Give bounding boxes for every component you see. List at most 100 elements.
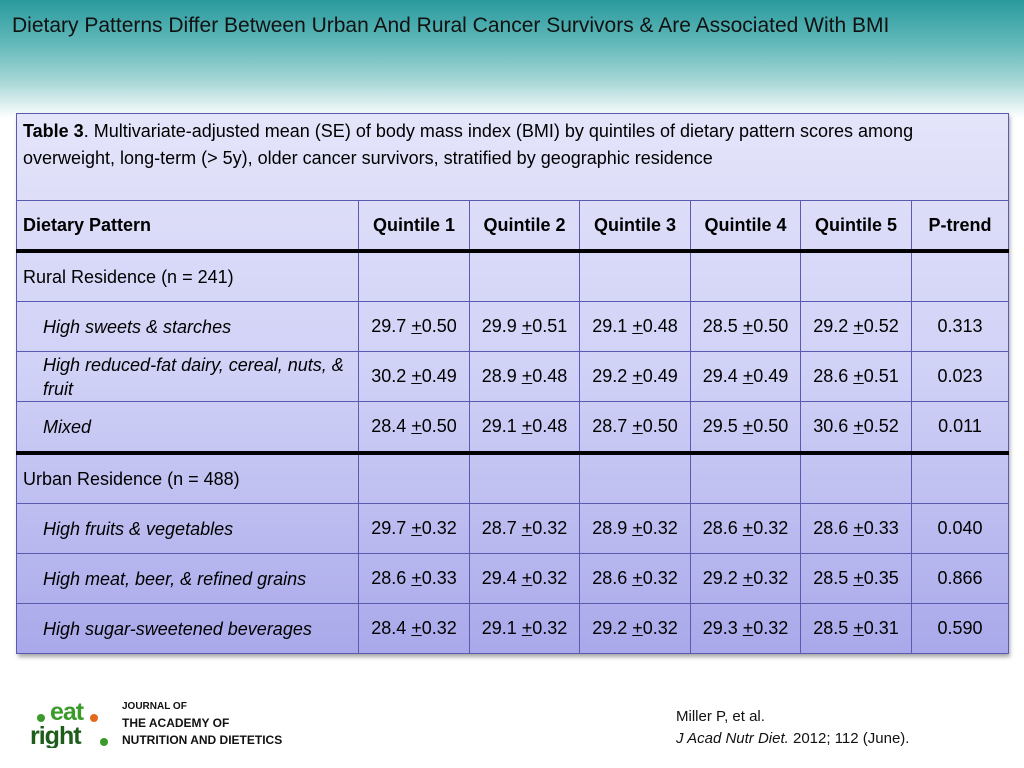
- bmi-cell: 28.6 +0.32: [690, 503, 801, 554]
- bmi-se: 0.48: [532, 366, 568, 386]
- bmi-cell: 29.1 +0.48: [469, 401, 580, 454]
- empty-cell: [358, 451, 470, 504]
- bmi-mean: 29.5: [702, 416, 738, 436]
- bmi-cell: 29.1 +0.32: [469, 603, 580, 654]
- bmi-cell: 28.6 +0.33: [800, 503, 912, 554]
- bmi-mean: 28.4: [371, 618, 407, 638]
- bmi-cell: 28.5 +0.35: [800, 553, 912, 604]
- bmi-cell: 28.4 +0.50: [358, 401, 470, 454]
- bmi-cell: 28.4 +0.32: [358, 603, 470, 654]
- p-trend-value: 0.023: [910, 351, 1010, 402]
- bmi-mean: 30.2: [371, 366, 407, 386]
- bmi-se: 0.49: [753, 366, 789, 386]
- table-row: High sugar-sweetened beverages 28.4 +0.32…: [16, 603, 1010, 654]
- bmi-mean: 28.4: [371, 416, 407, 436]
- empty-cell: [469, 451, 580, 504]
- bmi-mean: 29.2: [592, 618, 628, 638]
- bmi-mean: 28.6: [371, 568, 407, 588]
- citation: Miller P, et al. J Acad Nutr Diet. 2012;…: [676, 706, 909, 750]
- table-caption-text: . Multivariate-adjusted mean (SE) of bod…: [23, 121, 914, 168]
- bmi-mean: 28.7: [592, 416, 628, 436]
- bmi-mean: 29.7: [371, 316, 407, 336]
- bmi-cell: 29.9 +0.51: [469, 301, 580, 352]
- slide-title: Dietary Patterns Differ Between Urban An…: [12, 14, 890, 37]
- plus-minus-symbol: +: [632, 618, 643, 638]
- plus-minus-symbol: +: [632, 366, 643, 386]
- empty-cell: [800, 451, 912, 504]
- empty-cell: [690, 250, 801, 302]
- column-header: Quintile 5: [800, 200, 912, 253]
- bmi-mean: 29.7: [371, 518, 407, 538]
- plus-minus-symbol: +: [742, 618, 754, 638]
- bmi-se: 0.50: [642, 416, 678, 436]
- table-caption-label: Table 3: [23, 121, 84, 141]
- empty-cell: [910, 250, 1010, 302]
- pattern-label: High sugar-sweetened beverages: [16, 603, 359, 654]
- citation-journal: J Acad Nutr Diet.: [676, 730, 789, 747]
- bmi-mean: 29.1: [481, 416, 517, 436]
- bmi-se: 0.52: [863, 316, 899, 336]
- empty-cell: [800, 250, 912, 302]
- column-header: Dietary Pattern: [16, 200, 359, 253]
- bmi-se: 0.32: [753, 618, 789, 638]
- bmi-cell: 28.7 +0.32: [469, 503, 580, 554]
- plus-minus-symbol: +: [742, 568, 754, 588]
- bmi-se: 0.32: [532, 518, 568, 538]
- bmi-cell: 29.1 +0.48: [579, 301, 691, 352]
- plus-minus-symbol: +: [521, 568, 533, 588]
- bmi-mean: 29.2: [592, 366, 628, 386]
- bmi-se: 0.51: [863, 366, 899, 386]
- journal-line-2: THE ACADEMY OF: [122, 716, 230, 730]
- bmi-cell: 28.5 +0.31: [800, 603, 912, 654]
- bmi-cell: 29.3 +0.32: [690, 603, 801, 654]
- bmi-se: 0.50: [753, 416, 789, 436]
- bmi-se: 0.31: [863, 618, 899, 638]
- plus-minus-symbol: +: [521, 518, 533, 538]
- plus-minus-symbol: +: [853, 366, 864, 386]
- bmi-table: Table 3. Multivariate-adjusted mean (SE)…: [15, 113, 1010, 654]
- journal-line-1: JOURNAL OF: [122, 701, 187, 712]
- plus-minus-symbol: +: [632, 518, 643, 538]
- plus-minus-symbol: +: [521, 366, 533, 386]
- bmi-se: 0.49: [421, 366, 457, 386]
- column-header: Quintile 2: [469, 200, 580, 253]
- table-row: High fruits & vegetables 29.7 +0.32 28.7 +…: [16, 503, 1010, 554]
- bmi-mean: 29.2: [702, 568, 738, 588]
- bmi-se: 0.32: [642, 518, 678, 538]
- bmi-cell: 29.5 +0.50: [690, 401, 801, 454]
- plus-minus-symbol: +: [742, 316, 754, 336]
- bmi-cell: 28.7 +0.50: [579, 401, 691, 454]
- bmi-mean: 29.1: [592, 316, 628, 336]
- plus-minus-symbol: +: [632, 316, 643, 336]
- bmi-cell: 28.5 +0.50: [690, 301, 801, 352]
- citation-authors: Miller P, et al.: [676, 708, 765, 725]
- bmi-se: 0.33: [421, 568, 457, 588]
- bmi-mean: 28.5: [813, 568, 849, 588]
- p-trend-value: 0.313: [910, 301, 1010, 352]
- bmi-se: 0.52: [863, 416, 899, 436]
- bmi-cell: 29.2 +0.52: [800, 301, 912, 352]
- pattern-label: High fruits & vegetables: [16, 503, 359, 554]
- plus-minus-symbol: +: [521, 416, 533, 436]
- bmi-se: 0.32: [421, 518, 457, 538]
- column-header: P-trend: [910, 200, 1010, 253]
- plus-minus-symbol: +: [411, 568, 422, 588]
- bmi-mean: 30.6: [813, 416, 849, 436]
- bmi-cell: 29.4 +0.32: [469, 553, 580, 604]
- header-row: Dietary Pattern Quintile 1 Quintile 2 Quint…: [16, 200, 1010, 253]
- table-body: Rural Residence (n = 241) High sweets & s…: [16, 250, 1010, 654]
- bmi-mean: 28.6: [813, 366, 849, 386]
- plus-minus-symbol: +: [853, 618, 864, 638]
- bmi-mean: 28.7: [481, 518, 517, 538]
- empty-cell: [690, 451, 801, 504]
- bmi-mean: 28.6: [592, 568, 628, 588]
- bmi-mean: 29.9: [481, 316, 517, 336]
- bmi-mean: 28.5: [813, 618, 849, 638]
- plus-minus-symbol: +: [853, 568, 864, 588]
- table-row: High meat, beer, & refined grains 28.6 +0…: [16, 553, 1010, 604]
- plus-minus-symbol: +: [411, 618, 422, 638]
- bmi-se: 0.32: [421, 618, 457, 638]
- bmi-mean: 29.3: [702, 618, 738, 638]
- plus-minus-symbol: +: [742, 366, 754, 386]
- bmi-se: 0.48: [532, 416, 568, 436]
